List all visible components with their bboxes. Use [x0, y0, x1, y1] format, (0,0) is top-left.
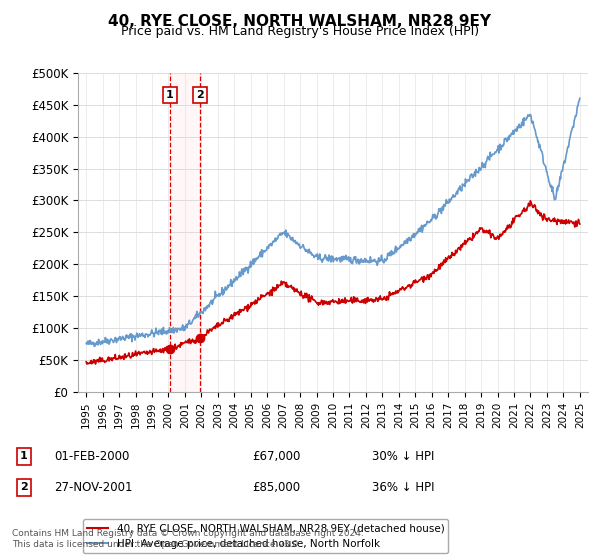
Text: 40, RYE CLOSE, NORTH WALSHAM, NR28 9EY: 40, RYE CLOSE, NORTH WALSHAM, NR28 9EY: [109, 14, 491, 29]
Text: 1: 1: [166, 90, 173, 100]
Text: Contains HM Land Registry data © Crown copyright and database right 2024.: Contains HM Land Registry data © Crown c…: [12, 529, 364, 538]
Text: 01-FEB-2000: 01-FEB-2000: [54, 450, 130, 463]
Text: £85,000: £85,000: [252, 480, 300, 494]
Text: 27-NOV-2001: 27-NOV-2001: [54, 480, 133, 494]
Bar: [170, 73, 200, 392]
Text: 36% ↓ HPI: 36% ↓ HPI: [372, 480, 434, 494]
Text: 1: 1: [20, 451, 28, 461]
Text: This data is licensed under the Open Government Licence v3.0.: This data is licensed under the Open Gov…: [12, 540, 301, 549]
Legend: 40, RYE CLOSE, NORTH WALSHAM, NR28 9EY (detached house), HPI: Average price, det: 40, RYE CLOSE, NORTH WALSHAM, NR28 9EY (…: [83, 519, 448, 553]
Text: £67,000: £67,000: [252, 450, 301, 463]
Text: 2: 2: [196, 90, 203, 100]
Text: Price paid vs. HM Land Registry's House Price Index (HPI): Price paid vs. HM Land Registry's House …: [121, 25, 479, 38]
Text: 30% ↓ HPI: 30% ↓ HPI: [372, 450, 434, 463]
Text: 2: 2: [20, 482, 28, 492]
